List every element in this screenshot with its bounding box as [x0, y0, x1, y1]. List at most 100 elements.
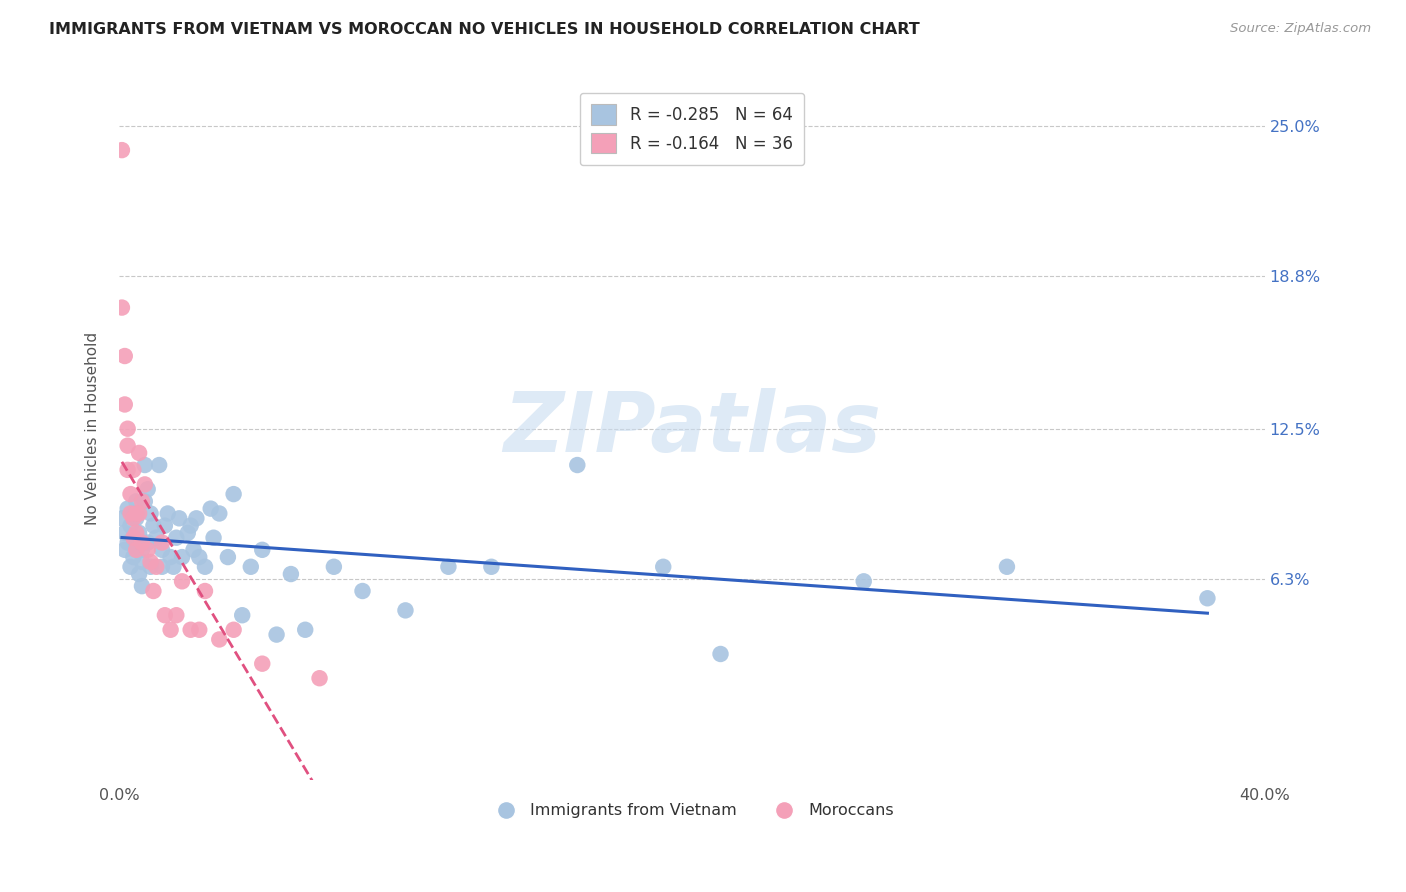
Point: [114, 525, 136, 540]
Point: [148, 458, 170, 472]
Point: [125, 511, 148, 525]
Point: [128, 567, 150, 582]
Point: [567, 458, 589, 472]
Point: [1197, 591, 1219, 606]
Point: [134, 477, 156, 491]
Point: [479, 559, 502, 574]
Point: [136, 482, 159, 496]
Point: [117, 439, 139, 453]
Point: [122, 531, 145, 545]
Point: [159, 623, 181, 637]
Point: [128, 507, 150, 521]
Text: Source: ZipAtlas.com: Source: ZipAtlas.com: [1230, 22, 1371, 36]
Point: [202, 531, 225, 545]
Point: [170, 574, 193, 589]
Point: [280, 567, 302, 582]
Point: [120, 559, 142, 574]
Point: [142, 518, 165, 533]
Point: [128, 525, 150, 540]
Point: [266, 627, 288, 641]
Point: [120, 507, 142, 521]
Point: [322, 559, 344, 574]
Point: [308, 671, 330, 685]
Point: [200, 501, 222, 516]
Point: [186, 511, 208, 525]
Point: [150, 559, 173, 574]
Point: [652, 559, 675, 574]
Point: [131, 542, 153, 557]
Point: [125, 542, 148, 557]
Point: [122, 507, 145, 521]
Point: [437, 559, 460, 574]
Point: [995, 559, 1018, 574]
Point: [352, 584, 374, 599]
Point: [170, 550, 193, 565]
Point: [122, 550, 145, 565]
Point: [117, 463, 139, 477]
Point: [222, 623, 245, 637]
Point: [239, 559, 262, 574]
Point: [188, 550, 211, 565]
Point: [120, 518, 142, 533]
Point: [153, 608, 176, 623]
Point: [252, 657, 274, 671]
Point: [145, 531, 167, 545]
Point: [159, 550, 181, 565]
Point: [180, 518, 202, 533]
Point: [252, 542, 274, 557]
Point: [150, 535, 173, 549]
Point: [294, 623, 316, 637]
Text: ZIPatlas: ZIPatlas: [503, 388, 880, 469]
Point: [111, 301, 134, 315]
Point: [139, 555, 162, 569]
Point: [125, 507, 148, 521]
Point: [180, 623, 202, 637]
Point: [114, 349, 136, 363]
Point: [122, 531, 145, 545]
Point: [153, 518, 176, 533]
Point: [222, 487, 245, 501]
Point: [194, 584, 217, 599]
Point: [394, 603, 416, 617]
Point: [150, 542, 173, 557]
Point: [194, 559, 217, 574]
Point: [125, 542, 148, 557]
Point: [188, 623, 211, 637]
Point: [117, 535, 139, 549]
Point: [131, 494, 153, 508]
Point: [117, 422, 139, 436]
Point: [134, 458, 156, 472]
Point: [134, 494, 156, 508]
Point: [177, 525, 200, 540]
Point: [142, 584, 165, 599]
Point: [125, 494, 148, 508]
Point: [217, 550, 239, 565]
Point: [114, 397, 136, 411]
Point: [852, 574, 875, 589]
Point: [165, 531, 187, 545]
Point: [183, 542, 205, 557]
Point: [111, 511, 134, 525]
Legend: Immigrants from Vietnam, Moroccans: Immigrants from Vietnam, Moroccans: [484, 797, 900, 825]
Point: [208, 507, 231, 521]
Point: [114, 542, 136, 557]
Point: [145, 559, 167, 574]
Point: [709, 647, 731, 661]
Point: [139, 507, 162, 521]
Point: [131, 555, 153, 569]
Point: [162, 559, 184, 574]
Point: [122, 463, 145, 477]
Point: [165, 608, 187, 623]
Point: [131, 579, 153, 593]
Point: [122, 511, 145, 525]
Point: [231, 608, 253, 623]
Point: [131, 535, 153, 549]
Text: IMMIGRANTS FROM VIETNAM VS MOROCCAN NO VEHICLES IN HOUSEHOLD CORRELATION CHART: IMMIGRANTS FROM VIETNAM VS MOROCCAN NO V…: [49, 22, 920, 37]
Point: [136, 542, 159, 557]
Point: [167, 511, 190, 525]
Point: [120, 487, 142, 501]
Point: [117, 501, 139, 516]
Point: [128, 446, 150, 460]
Point: [139, 559, 162, 574]
Point: [156, 507, 179, 521]
